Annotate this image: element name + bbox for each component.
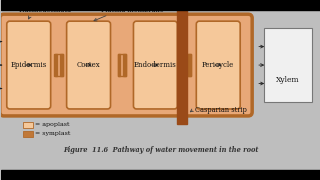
Bar (124, 54, 126, 76)
Text: Figure  11.6  Pathway of water movement in the root: Figure 11.6 Pathway of water movement in… (63, 146, 258, 154)
Bar (60, 54, 63, 76)
Bar (23, 131, 33, 137)
Text: Endodermis: Endodermis (134, 61, 177, 69)
Text: = apoplast: = apoplast (35, 122, 69, 127)
Bar (177, 10, 187, 124)
Text: Casparian strip: Casparian strip (195, 106, 247, 114)
Bar (54, 54, 63, 76)
Text: Plasma membrane: Plasma membrane (100, 6, 163, 14)
Text: Plasmodesmata: Plasmodesmata (19, 6, 72, 14)
Bar (55, 54, 57, 76)
Bar (117, 54, 126, 76)
Bar (182, 54, 191, 76)
FancyBboxPatch shape (196, 21, 240, 109)
Text: Pericycle: Pericycle (202, 61, 234, 69)
Bar (183, 54, 185, 76)
Bar (1, 0, 320, 10)
Bar (188, 54, 191, 76)
Text: Xylem: Xylem (276, 76, 300, 84)
Text: Epidermis: Epidermis (11, 61, 47, 69)
Bar (23, 122, 33, 128)
FancyBboxPatch shape (67, 21, 110, 109)
Bar (264, 28, 312, 102)
FancyBboxPatch shape (0, 14, 252, 116)
FancyBboxPatch shape (133, 21, 177, 109)
Text: Cortex: Cortex (77, 61, 100, 69)
FancyBboxPatch shape (7, 21, 51, 109)
Text: = symplast: = symplast (35, 131, 70, 136)
Bar (118, 54, 121, 76)
Bar (1, 170, 320, 180)
